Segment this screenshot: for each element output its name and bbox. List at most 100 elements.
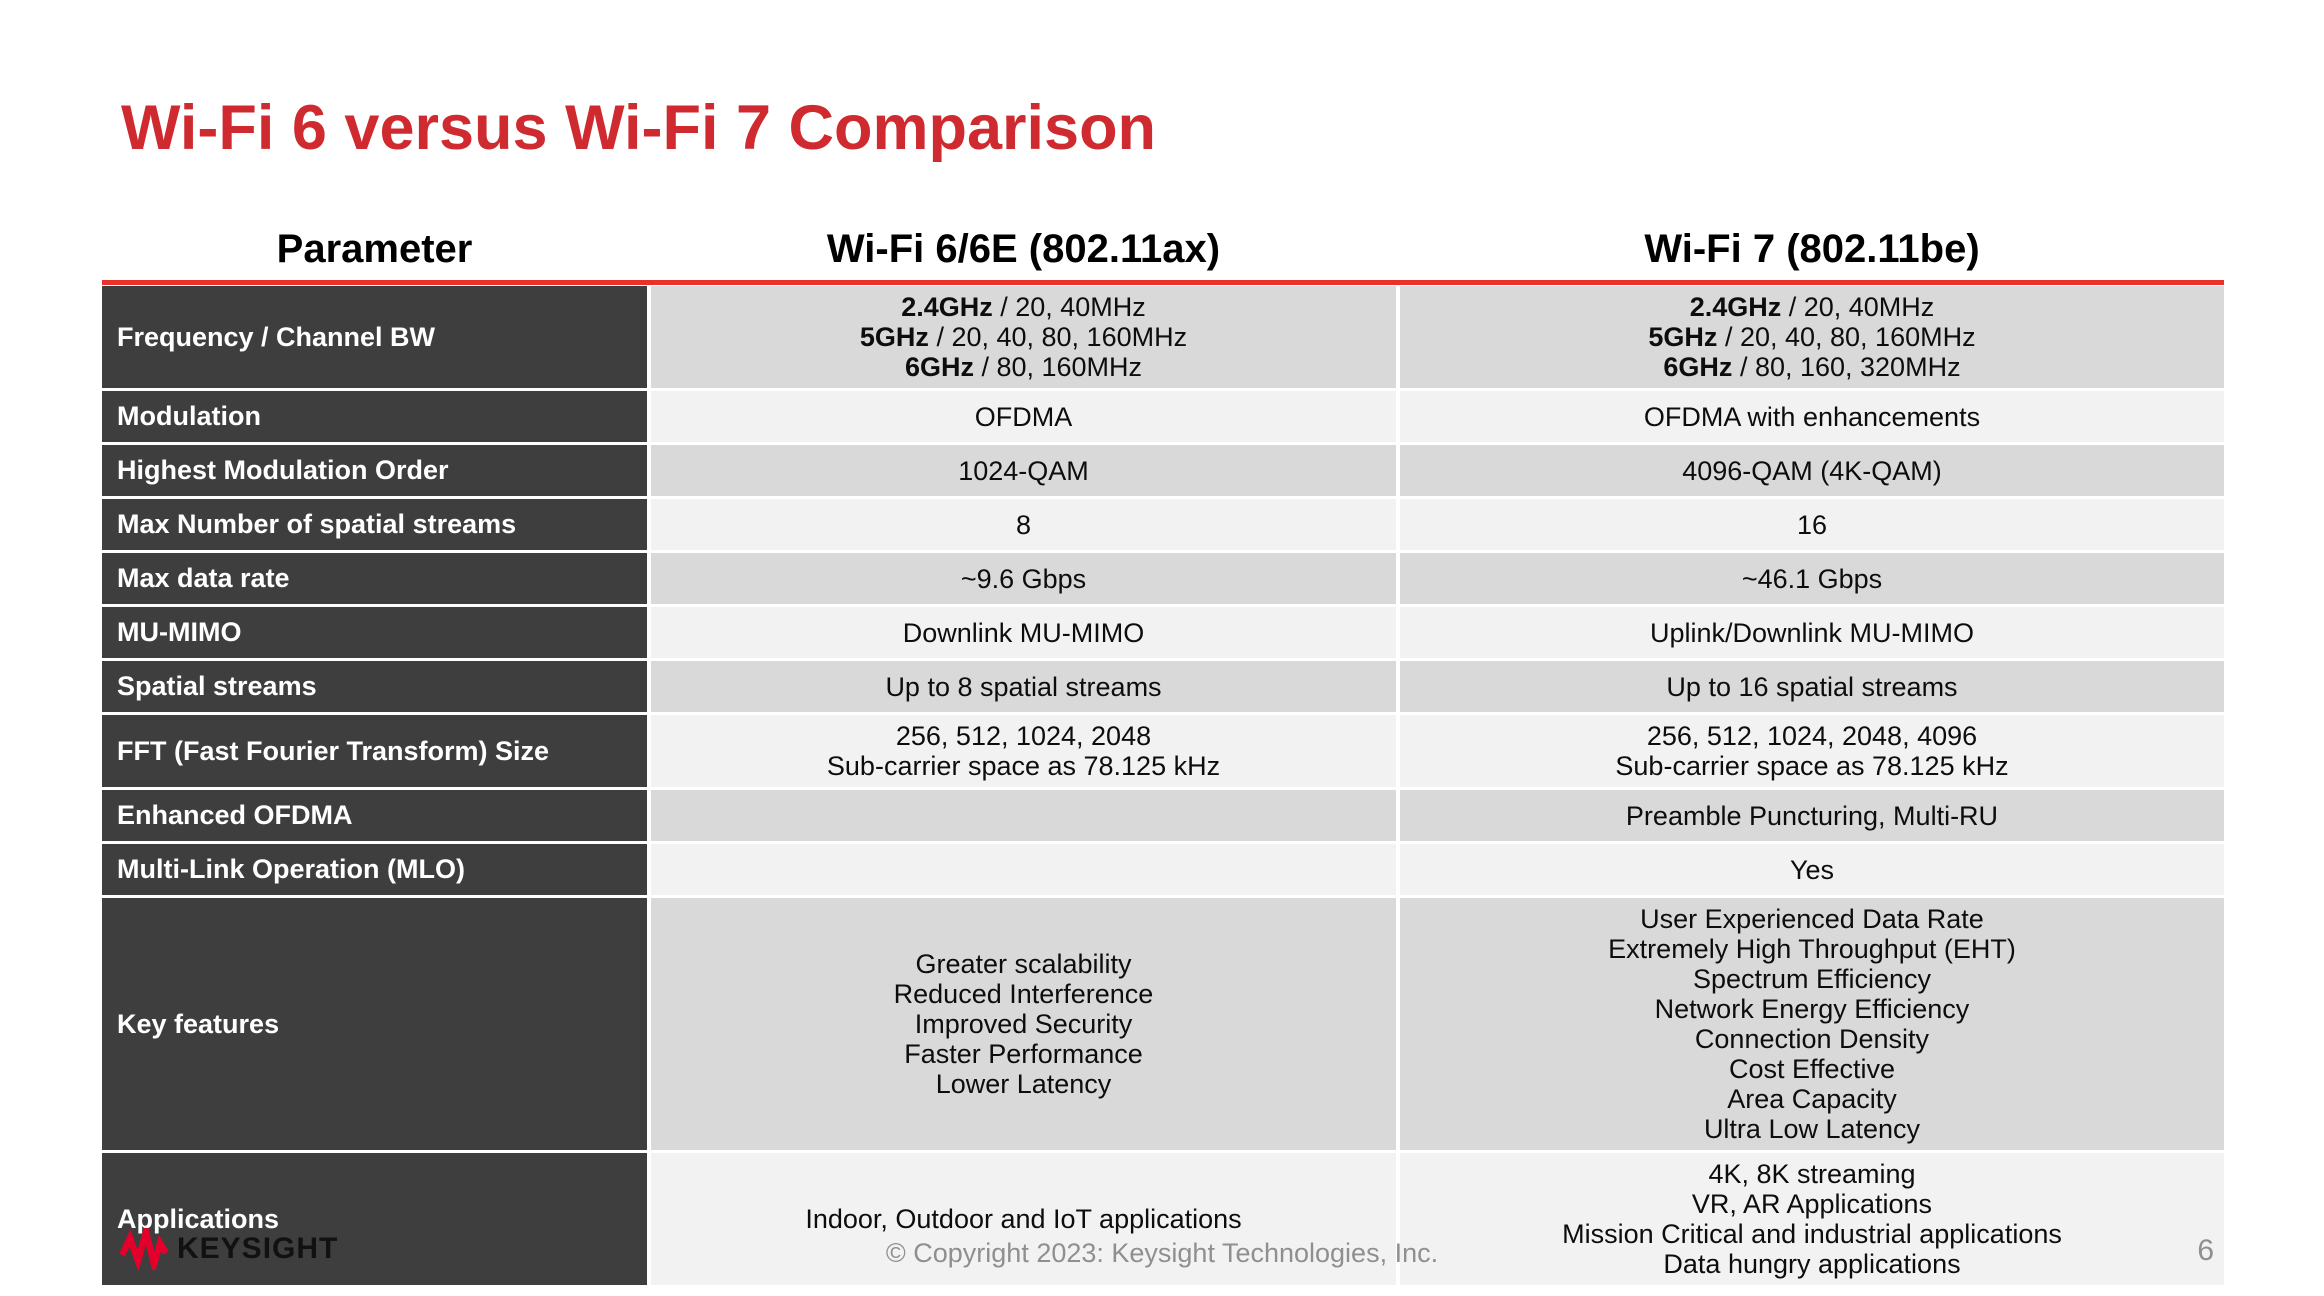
table-row: Applications Indoor, Outdoor and IoT appl… (102, 1153, 2224, 1285)
table-row: Key features Greater scalability Reduced I… (102, 898, 2224, 1150)
value-line: 256, 512, 1024, 2048 (895, 721, 1152, 751)
param-label: Highest Modulation Order (102, 445, 647, 496)
header-wifi7: Wi-Fi 7 (802.11be) (1644, 227, 1980, 271)
wifi6-value: OFDMA (651, 391, 1396, 442)
value-line: 2.4GHz / 20, 40MHz (901, 292, 1146, 322)
keysight-logo-text: KEYSIGHT (177, 1232, 339, 1265)
value-line: 5GHz / 20, 40, 80, 160MHz (859, 322, 1188, 352)
param-label: Applications (102, 1153, 647, 1285)
value-line: Data hungry applications (1663, 1249, 1961, 1279)
value-line: 6GHz / 80, 160, 320MHz (1663, 352, 1961, 382)
value-line: Area Capacity (1727, 1084, 1897, 1114)
wifi7-value: Yes (1400, 844, 2224, 895)
value-line: Uplink/Downlink MU-MIMO (1649, 617, 1975, 648)
value-line: OFDMA (974, 401, 1073, 432)
value-line: 4K, 8K streaming (1708, 1159, 1916, 1189)
table-row: Max Number of spatial streams 8 16 (102, 499, 2224, 550)
param-label: Max Number of spatial streams (102, 499, 647, 550)
wifi6-value: 8 (651, 499, 1396, 550)
wifi7-value: 256, 512, 1024, 2048, 4096 Sub-carrier sp… (1400, 715, 2224, 787)
table-row: Max data rate ~9.6 Gbps ~46.1 Gbps (102, 553, 2224, 604)
table-row: FFT (Fast Fourier Transform) Size 256, 51… (102, 715, 2224, 787)
param-label: Spatial streams (102, 661, 647, 712)
value-line: 4096-QAM (4K-QAM) (1682, 455, 1942, 486)
value-line: 5GHz / 20, 40, 80, 160MHz (1648, 322, 1976, 352)
value-line: Reduced Interference (893, 979, 1154, 1009)
value-line: OFDMA with enhancements (1643, 401, 1981, 432)
value-line: Up to 8 spatial streams (885, 671, 1162, 702)
param-label: Multi-Link Operation (MLO) (102, 844, 647, 895)
wifi6-value: 1024-QAM (651, 445, 1396, 496)
comparison-table: Parameter Wi-Fi 6/6E (802.11ax) Wi-Fi 7 … (102, 222, 2224, 1288)
keysight-logo: KEYSIGHT (120, 1228, 338, 1270)
value-line: Network Energy Efficiency (1654, 994, 1970, 1024)
slide-title: Wi-Fi 6 versus Wi-Fi 7 Comparison (121, 93, 1157, 163)
wifi6-value: Indoor, Outdoor and IoT applications (651, 1153, 1396, 1285)
value-line: 2.4GHz / 20, 40MHz (1689, 292, 1935, 322)
table-body: Frequency / Channel BW 2.4GHz / 20, 40MHz… (102, 286, 2224, 1285)
value-line: VR, AR Applications (1691, 1189, 1933, 1219)
table-header-row: Parameter Wi-Fi 6/6E (802.11ax) Wi-Fi 7 … (102, 222, 2224, 280)
wifi7-value: 4096-QAM (4K-QAM) (1400, 445, 2224, 496)
wifi6-value: Up to 8 spatial streams (651, 661, 1396, 712)
param-label: Enhanced OFDMA (102, 790, 647, 841)
value-line: 8 (1015, 509, 1032, 540)
table-row: Multi-Link Operation (MLO) Yes (102, 844, 2224, 895)
wifi7-value: 16 (1400, 499, 2224, 550)
wifi7-value: 2.4GHz / 20, 40MHz 5GHz / 20, 40, 80, 160… (1400, 286, 2224, 388)
table-row: Spatial streams Up to 8 spatial streams Up… (102, 661, 2224, 712)
wifi7-value: Uplink/Downlink MU-MIMO (1400, 607, 2224, 658)
wifi6-value: Downlink MU-MIMO (651, 607, 1396, 658)
wifi6-value: ~9.6 Gbps (651, 553, 1396, 604)
param-label: MU-MIMO (102, 607, 647, 658)
wifi7-value: OFDMA with enhancements (1400, 391, 2224, 442)
value-line: Sub-carrier space as 78.125 kHz (826, 751, 1221, 781)
value-line: Improved Security (914, 1009, 1133, 1039)
value-line: Lower Latency (935, 1069, 1112, 1099)
header-wifi6: Wi-Fi 6/6E (802.11ax) (826, 227, 1221, 271)
value-line: Connection Density (1694, 1024, 1930, 1054)
page-number: 6 (2197, 1234, 2214, 1267)
wifi7-value: ~46.1 Gbps (1400, 553, 2224, 604)
value-line: Downlink MU-MIMO (902, 617, 1145, 648)
value-line: Indoor, Outdoor and IoT applications (805, 1204, 1242, 1234)
table-row: MU-MIMO Downlink MU-MIMO Uplink/Downlink M… (102, 607, 2224, 658)
table-row: Frequency / Channel BW 2.4GHz / 20, 40MHz… (102, 286, 2224, 388)
value-line: Sub-carrier space as 78.125 kHz (1615, 751, 2009, 781)
keysight-spark-icon (120, 1228, 168, 1270)
param-label: Max data rate (102, 553, 647, 604)
param-label: Frequency / Channel BW (102, 286, 647, 388)
value-line: 256, 512, 1024, 2048, 4096 (1646, 721, 1978, 751)
value-line: ~46.1 Gbps (1741, 563, 1883, 594)
value-line: Up to 16 spatial streams (1666, 671, 1958, 702)
wifi6-value (651, 790, 1396, 841)
value-line: 16 (1796, 509, 1828, 540)
wifi7-value: Preamble Puncturing, Multi-RU (1400, 790, 2224, 841)
wifi7-value: Up to 16 spatial streams (1400, 661, 2224, 712)
header-underline-rule (102, 280, 2224, 285)
footer-copyright: © Copyright 2023: Keysight Technologies,… (885, 1238, 1439, 1268)
value-line: User Experienced Data Rate (1640, 904, 1984, 934)
wifi7-value: User Experienced Data Rate Extremely High… (1400, 898, 2224, 1150)
value-line: Spectrum Efficiency (1692, 964, 1932, 994)
table-row: Enhanced OFDMA Preamble Puncturing, Multi… (102, 790, 2224, 841)
value-line: Faster Performance (904, 1039, 1143, 1069)
param-label: Key features (102, 898, 647, 1150)
value-line: 6GHz / 80, 160MHz (904, 352, 1143, 382)
value-line: Cost Effective (1728, 1054, 1896, 1084)
value-line: Greater scalability (915, 949, 1132, 979)
param-label: Modulation (102, 391, 647, 442)
value-line: Mission Critical and industrial applicat… (1562, 1219, 2062, 1249)
value-line: Extremely High Throughput (EHT) (1608, 934, 2016, 964)
value-line: Yes (1789, 854, 1835, 885)
wifi6-value: 2.4GHz / 20, 40MHz 5GHz / 20, 40, 80, 160… (651, 286, 1396, 388)
value-line: ~9.6 Gbps (960, 563, 1087, 594)
table-row: Modulation OFDMA OFDMA with enhancements (102, 391, 2224, 442)
value-line: Ultra Low Latency (1703, 1114, 1921, 1144)
wifi7-value: 4K, 8K streaming VR, AR Applications Missi… (1400, 1153, 2224, 1285)
value-line: Preamble Puncturing, Multi-RU (1625, 800, 1999, 831)
wifi6-value (651, 844, 1396, 895)
wifi6-value: 256, 512, 1024, 2048 Sub-carrier space as… (651, 715, 1396, 787)
table-row: Highest Modulation Order 1024-QAM 4096-QAM… (102, 445, 2224, 496)
